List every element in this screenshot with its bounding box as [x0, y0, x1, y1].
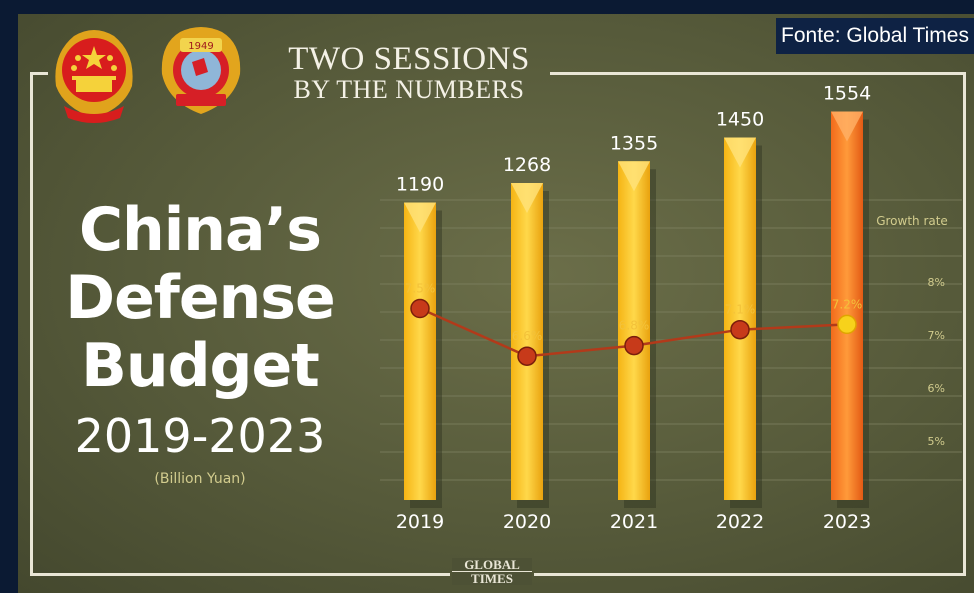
bar-value-label: 1554: [823, 83, 871, 105]
header-line-2: BY THE NUMBERS: [293, 75, 525, 104]
brand-line-2: TIMES: [452, 571, 532, 585]
growth-rate-point: [730, 319, 750, 340]
x-tick-label: 2023: [823, 511, 871, 533]
title-line-3: Budget: [81, 331, 320, 401]
bar-cap: [511, 183, 543, 213]
unit-label: (Billion Yuan): [154, 471, 246, 487]
right-axis-tick: 7%: [928, 329, 945, 342]
bar-cap: [404, 202, 436, 233]
growth-rate-point: [410, 298, 430, 319]
background-panel: [18, 14, 974, 593]
bar-2021: [618, 161, 650, 500]
cppcc-emblem-icon: 1949: [161, 27, 241, 114]
header-title: TWO SESSIONS BY THE NUMBERS: [268, 42, 550, 104]
bar-cap: [618, 161, 650, 192]
frame-right: [963, 72, 966, 576]
frame-top-right: [550, 72, 966, 75]
title-line-2: Defense: [65, 263, 335, 333]
right-axis-tick: 5%: [928, 435, 945, 448]
frame-bottom-right: [534, 573, 966, 576]
brand-logo: GLOBAL TIMES: [452, 558, 532, 585]
growth-rate-label: 6.8%: [619, 319, 650, 333]
bar-2022: [724, 137, 756, 500]
bar-2023: [831, 111, 863, 500]
growth-rate-point: [837, 314, 857, 335]
frame-bottom-left: [30, 573, 450, 576]
bar-2019: [404, 202, 436, 500]
x-tick-label: 2021: [610, 511, 658, 533]
bar-cap: [724, 137, 756, 168]
svg-text:1949: 1949: [188, 41, 213, 52]
brand-line-1: GLOBAL: [464, 557, 520, 572]
x-tick-label: 2019: [396, 511, 444, 533]
growth-rate-label: 7.2%: [832, 297, 863, 311]
years-range: 2019-2023: [74, 409, 326, 463]
bar-value-label: 1268: [503, 154, 551, 176]
secondary-axis-title: Growth rate: [876, 214, 948, 228]
growth-rate-label: 7.1%: [725, 303, 756, 317]
bar-value-label: 1450: [716, 109, 764, 131]
national-emblem-icon: [55, 30, 133, 123]
growth-rate-point: [624, 335, 644, 356]
bar-value-label: 1190: [396, 174, 444, 196]
growth-rate-point: [517, 346, 537, 366]
growth-rate-label: 6.6%: [512, 329, 543, 343]
right-axis-tick: 6%: [928, 382, 945, 395]
frame-top-left: [30, 72, 48, 75]
bar-value-label: 1355: [610, 132, 658, 154]
title-line-1: China’s: [78, 195, 322, 265]
header-line-1: TWO SESSIONS: [288, 41, 530, 77]
source-label: Fonte: Global Times: [776, 18, 974, 54]
bar-cap: [831, 111, 863, 142]
bar-2020: [511, 183, 543, 500]
main-title: China’s Defense Budget: [60, 196, 340, 400]
frame-left: [30, 72, 33, 576]
x-tick-label: 2022: [716, 511, 764, 533]
growth-rate-label: 7.5%: [405, 282, 436, 296]
x-tick-label: 2020: [503, 511, 551, 533]
right-axis-tick: 8%: [928, 276, 945, 289]
